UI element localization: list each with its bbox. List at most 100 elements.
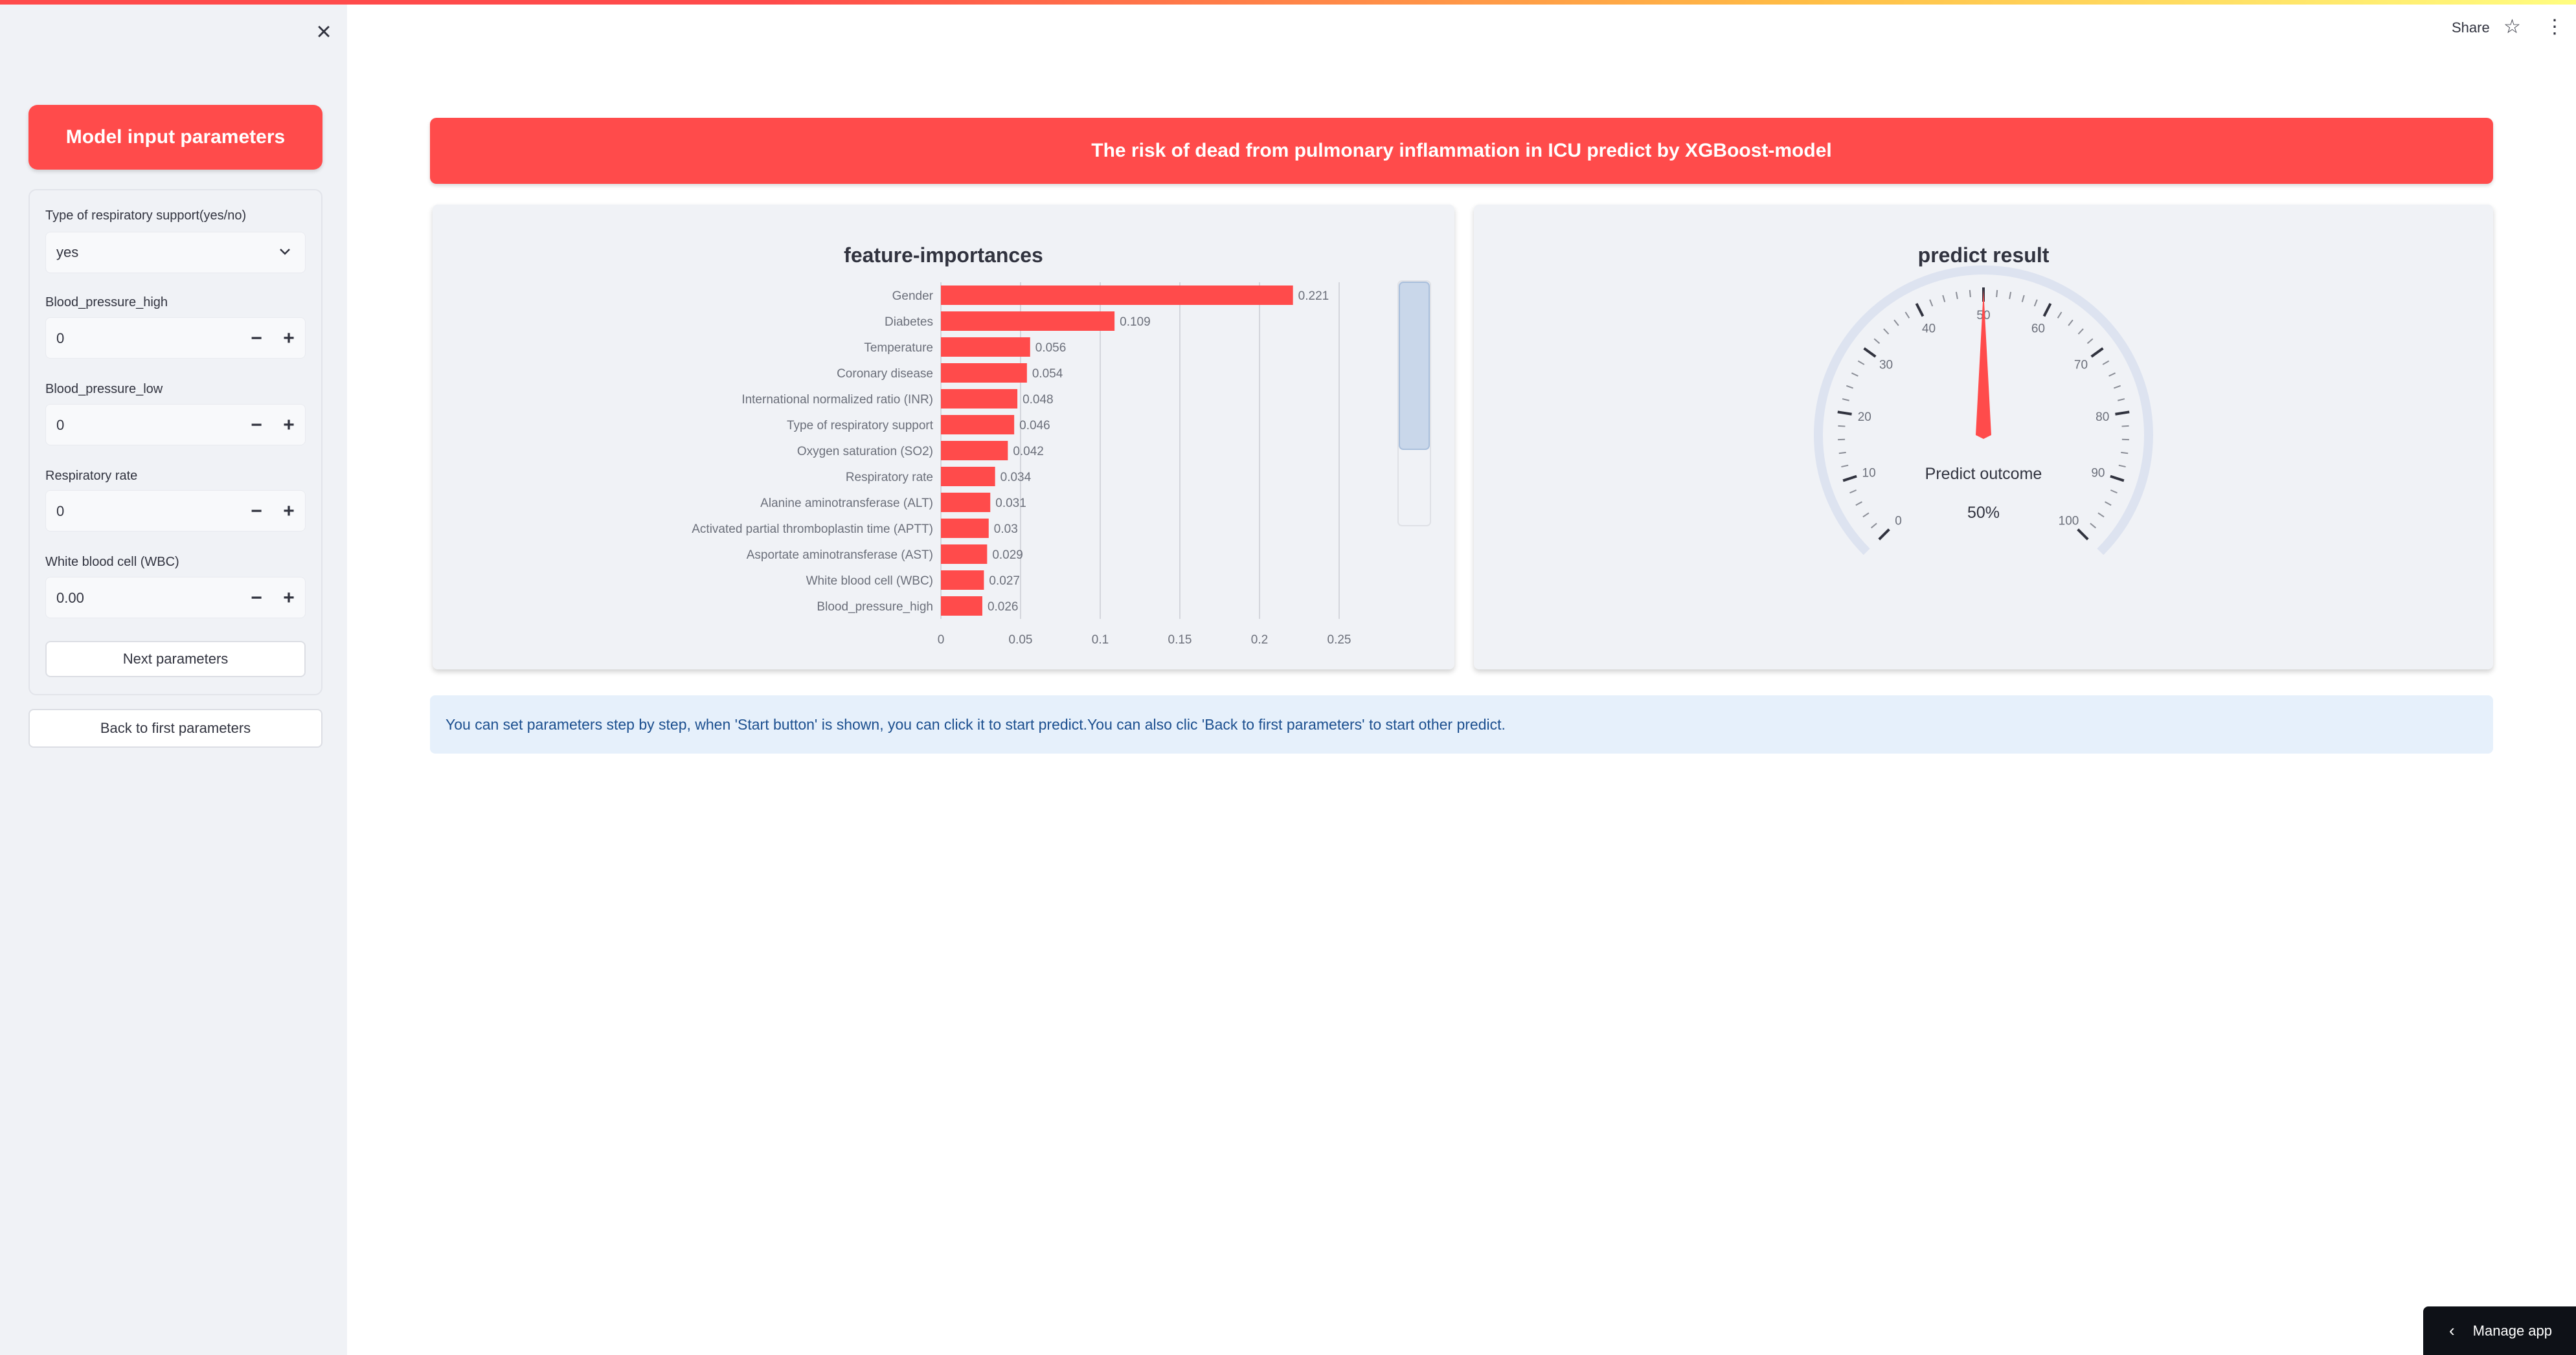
blood-pressure-low-label: Blood_pressure_low (45, 382, 163, 396)
bar (941, 493, 991, 512)
bar (941, 311, 1115, 331)
gauge-value: 50% (1967, 504, 2000, 522)
next-parameters-button[interactable]: Next parameters (45, 641, 306, 677)
wbc-decrement-button[interactable]: − (251, 587, 262, 609)
info-message: You can set parameters step by step, whe… (430, 695, 2493, 754)
bar (941, 415, 1015, 434)
gauge-tick-label: 0 (1895, 515, 1902, 528)
bar (941, 286, 1293, 305)
gauge-minor-tick (2090, 522, 2097, 529)
gauge-minor-tick (1883, 328, 1890, 335)
respiratory-rate-increment-button[interactable]: + (283, 500, 295, 522)
gauge-minor-tick (1851, 372, 1859, 377)
respiratory-rate-decrement-button[interactable]: − (251, 500, 262, 522)
share-button[interactable]: Share (2452, 19, 2490, 36)
blood-pressure-high-label: Blood_pressure_high (45, 295, 168, 309)
wbc-increment-button[interactable]: + (283, 587, 295, 609)
gauge-minor-tick (2114, 385, 2121, 389)
blood-pressure-low-input[interactable]: 0 − + (45, 404, 306, 445)
parameter-form: Type of respiratory support(yes/no) yes … (28, 189, 322, 695)
zoom-slider-handle (1399, 282, 1430, 450)
gauge-band (1814, 265, 2153, 555)
gauge-tick-label: 40 (1922, 322, 1936, 335)
bar (941, 389, 1018, 409)
gauge-major-tick (1842, 475, 1857, 482)
gauge-minor-tick (2021, 295, 2025, 302)
back-to-first-parameters-button[interactable]: Back to first parameters (28, 709, 322, 748)
gauge-minor-tick (2105, 501, 2112, 506)
bar (941, 337, 1030, 357)
blood-pressure-low-value: 0 (56, 417, 65, 433)
gauge-minor-tick (1904, 311, 1910, 319)
top-decoration-bar (0, 0, 2576, 5)
respiratory-support-select[interactable]: yes (45, 232, 306, 273)
wbc-input[interactable]: 0.00 − + (45, 577, 306, 618)
gauge-needle (1976, 289, 1991, 439)
sidebar: × Model input parameters Type of respira… (0, 5, 347, 1355)
gauge-tick-label: 100 (2059, 515, 2079, 528)
gauge-minor-tick (2108, 372, 2116, 377)
y-tick-label: Diabetes (885, 315, 933, 329)
respiratory-support-value: yes (56, 244, 79, 260)
gauge-major-tick (1837, 410, 1852, 416)
gauge-minor-tick (2068, 319, 2073, 326)
gauge-minor-tick (1873, 338, 1881, 344)
blood-pressure-low-increment-button[interactable]: + (283, 414, 295, 436)
gauge-minor-tick (1841, 464, 1849, 468)
y-tick-label: Activated partial thromboplastin time (A… (692, 522, 933, 536)
y-tick-label: Coronary disease (837, 367, 933, 381)
sidebar-title: Model input parameters (28, 105, 322, 170)
x-tick-label: 0.1 (1092, 633, 1109, 647)
bar (941, 544, 988, 564)
predict-result-card: predict result 0102030405060708090100Pre… (1474, 205, 2493, 669)
gauge-minor-tick (2121, 425, 2129, 427)
bar (941, 441, 1008, 460)
y-tick-label: Alanine aminotransferase (ALT) (760, 497, 933, 510)
data-label: 0.046 (1019, 419, 1050, 432)
gauge-minor-tick (1849, 489, 1857, 494)
blood-pressure-high-increment-button[interactable]: + (283, 328, 295, 349)
gauge-minor-tick (2110, 489, 2118, 494)
data-label: 0.109 (1120, 315, 1151, 329)
blood-pressure-high-decrement-button[interactable]: − (251, 328, 262, 349)
blood-pressure-low-decrement-button[interactable]: − (251, 414, 262, 436)
blood-pressure-high-input[interactable]: 0 − + (45, 317, 306, 359)
y-tick-label: Respiratory rate (846, 471, 933, 484)
data-label: 0.031 (995, 497, 1026, 510)
respiratory-rate-input[interactable]: 0 − + (45, 490, 306, 532)
data-label: 0.056 (1035, 341, 1067, 355)
x-tick-label: 0.05 (1009, 633, 1033, 647)
gauge-minor-tick (1857, 360, 1865, 365)
y-tick-label: Blood_pressure_high (817, 600, 933, 614)
x-tick-label: 0.15 (1168, 633, 1192, 647)
blood-pressure-high-value: 0 (56, 330, 65, 346)
gauge-major-tick (2042, 302, 2052, 317)
respiratory-rate-label: Respiratory rate (45, 469, 138, 483)
data-label: 0.054 (1032, 367, 1063, 381)
x-tick-label: 0 (938, 633, 945, 647)
main-menu-icon[interactable]: ⋮ (2545, 16, 2564, 38)
gauge-minor-tick (1996, 289, 1998, 298)
gauge-minor-tick (1929, 299, 1934, 307)
gauge-major-tick (2115, 410, 2130, 416)
star-icon[interactable]: ☆ (2503, 16, 2521, 38)
manage-app-button[interactable]: ‹ Manage app (2423, 1306, 2576, 1355)
y-tick-label: Oxygen saturation (SO2) (797, 445, 933, 458)
gauge-major-tick (1878, 528, 1890, 541)
gauge-minor-tick (2118, 464, 2126, 468)
chevron-left-icon: ‹ (2449, 1321, 2455, 1340)
close-icon[interactable]: × (316, 17, 332, 46)
gauge-major-tick (2110, 475, 2125, 482)
data-label: 0.027 (989, 574, 1020, 588)
bar (941, 570, 984, 590)
y-tick-label: Gender (892, 289, 934, 303)
gauge-minor-tick (1862, 512, 1870, 518)
data-label: 0.03 (994, 522, 1018, 536)
bar (941, 519, 989, 538)
gauge-tick-label: 90 (2091, 466, 2105, 480)
gauge-minor-tick (2077, 328, 2084, 335)
zoom-slider-track (1397, 280, 1431, 526)
gauge-minor-tick (1969, 289, 1971, 298)
gauge-minor-tick (2009, 291, 2012, 299)
feature-importance-card: feature-importances 0 0.05 0.1 0.15 0.2 0.25 G… (433, 205, 1454, 669)
